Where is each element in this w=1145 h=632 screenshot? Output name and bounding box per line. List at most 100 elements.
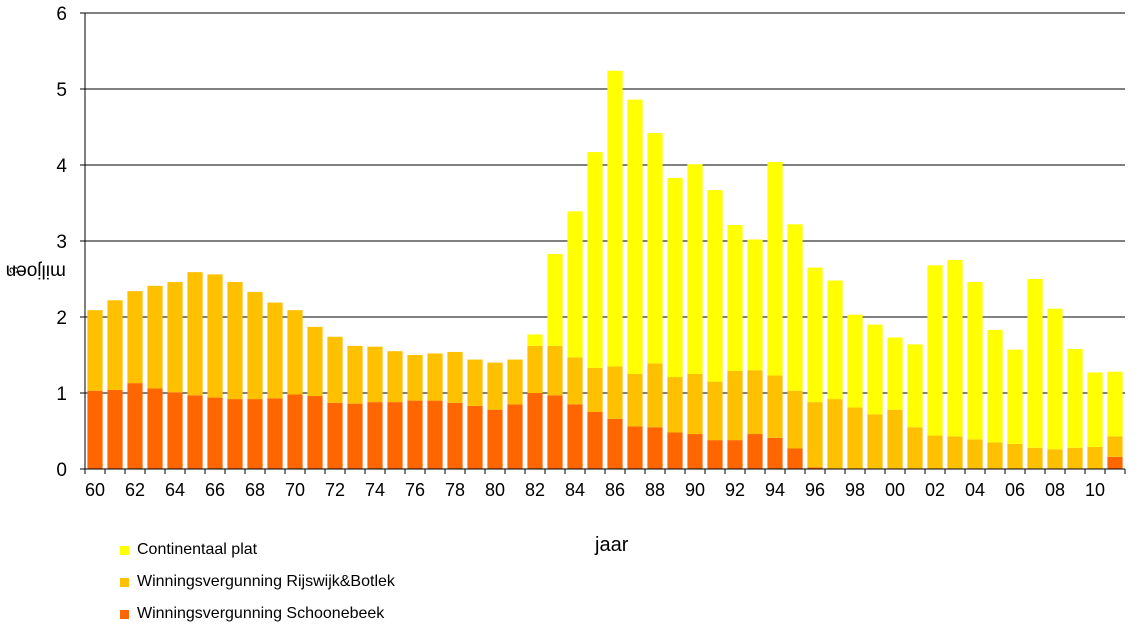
bar-segment [347,345,363,404]
bar-segment [507,359,523,405]
bar-segment [307,326,323,397]
bar-segment [847,314,863,408]
bar-segment [767,375,783,438]
y-tick-label: 4 [56,156,67,177]
x-tick-label: 06 [1005,480,1025,500]
bar-segment [767,437,783,469]
bar-segment [1067,348,1083,448]
bar-segment [167,282,183,393]
bar-segment [1007,349,1023,444]
bar-segment [107,389,123,469]
bar-segment [407,400,423,469]
y-tick-label: 5 [56,80,67,101]
legend-label: Continentaal plat [137,541,258,558]
bar-segment [327,336,343,403]
bar-segment [287,394,303,469]
x-tick-label: 08 [1045,480,1065,500]
bar-segment [1087,446,1103,469]
bar-segment [387,402,403,469]
bar-segment [567,404,583,469]
legend-swatch [120,609,129,619]
bar-segment [867,324,883,415]
legend-item-schoonebeek: Winningsvergunning Schoonebeek [120,600,395,628]
bar-segment [267,302,283,399]
legend-item-continentaal-plat: Continentaal plat [120,536,395,564]
bar-segment [1027,279,1043,448]
x-tick-label: 98 [845,480,865,500]
x-tick-label: 72 [325,480,345,500]
bar-segment [647,363,663,428]
bar-segment [227,399,243,469]
bar-segment [787,224,803,391]
bar-segment [147,388,163,469]
legend-swatch [120,545,129,555]
bar-segment [567,357,583,405]
y-tick-label: 1 [56,384,67,405]
bar-segment [827,399,843,469]
x-tick-labels: 60 62 64 66 68 70 72 74 76 78 80 82 84 86 88 90 92 94 96 98… [85,480,1105,500]
bar-segment [867,414,883,469]
bar-segment [807,402,823,468]
bar-segment [927,265,943,436]
bar-segment [167,392,183,469]
bar-segment [1047,308,1063,450]
bar-segment [847,407,863,469]
bar-segment [267,398,283,469]
axes [80,12,1126,474]
x-axis-label: jaar [595,534,629,556]
bar-segment [947,260,963,437]
x-tick-label: 84 [565,480,585,500]
bar-segment [767,161,783,376]
x-tick-label: 96 [805,480,825,500]
x-tick-label: 60 [85,480,105,500]
bar-segment [367,346,383,403]
bar-segment [787,448,803,469]
x-tick-label: 94 [765,480,785,500]
x-tick-label: 76 [405,480,425,500]
bar-segment [967,439,983,469]
bar-segment [687,164,703,374]
bar-segment [627,426,643,469]
bar-segment [527,334,543,346]
bar-segment [487,409,503,469]
bar-segment [987,329,1003,443]
bar-segment [887,409,903,469]
bar-segment [707,190,723,382]
legend-label: Winningsvergunning Schoonebeek [137,605,385,622]
y-tick-label: 6 [56,4,67,25]
bar-segment [1007,443,1023,469]
x-tick-label: 82 [525,480,545,500]
bar-segment [447,402,463,469]
bar-segment [1107,436,1123,457]
bar-segment [827,280,843,400]
bar-segment [127,291,143,384]
bar-segment [1087,372,1103,447]
bar-segment [687,434,703,469]
bar-segment [627,374,643,427]
bar-segment [607,366,623,419]
bar-segment [667,432,683,469]
x-tick-label: 66 [205,480,225,500]
bar-segment [587,412,603,469]
x-tick-label: 64 [165,480,185,500]
bar-segment [587,367,603,412]
x-tick-label: 02 [925,480,945,500]
bar-segment [247,291,263,400]
x-tick-label: 68 [245,480,265,500]
bar-segment [647,427,663,469]
legend-label: Winningsvergunning Rijswijk&Botlek [137,573,395,590]
y-tick-label: 0 [56,460,67,481]
bars [87,70,1123,469]
bar-segment [727,440,743,469]
bar-segment [287,310,303,395]
bar-segment [87,390,103,469]
bar-segment [667,177,683,378]
x-tick-label: 00 [885,480,905,500]
bar-segment [507,404,523,469]
bar-segment [467,359,483,406]
y-axis-label: miljoen Sm 3 [0,195,66,345]
bar-segment [807,267,823,403]
bar-segment [547,395,563,469]
y-axis-label-text: miljoen Sm [0,260,66,281]
